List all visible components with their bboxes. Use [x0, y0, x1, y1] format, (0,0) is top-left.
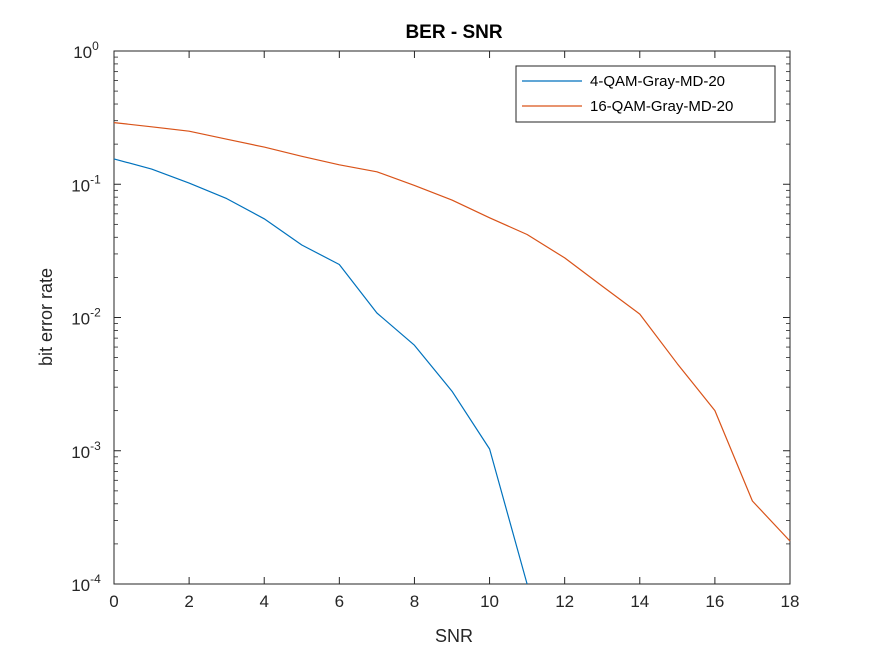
y-tick-label: 10-4 — [71, 572, 101, 595]
y-tick-label: 100 — [73, 39, 99, 62]
y-tick-label: 10-2 — [71, 306, 101, 329]
legend-label: 16-QAM-Gray-MD-20 — [590, 98, 733, 115]
legend-label: 4-QAM-Gray-MD-20 — [590, 73, 725, 90]
x-tick-label: 10 — [480, 592, 499, 611]
y-tick-label: 10-1 — [71, 172, 101, 195]
y-axis-ticks: 10-4 10-3 10-2 10-1 100 — [71, 39, 790, 595]
x-tick-label: 14 — [630, 592, 649, 611]
plot-axes: 0 2 4 6 8 10 12 14 16 18 10-4 10-3 10-2 10-1 100 — [71, 39, 799, 611]
x-tick-label: 2 — [184, 592, 193, 611]
x-tick-label: 0 — [109, 592, 118, 611]
legend: 4-QAM-Gray-MD-20 16-QAM-Gray-MD-20 — [515, 65, 776, 123]
x-tick-label: 6 — [335, 592, 344, 611]
x-tick-label: 12 — [555, 592, 574, 611]
legend-box — [515, 65, 776, 123]
x-tick-label: 18 — [781, 592, 800, 611]
x-axis-label: SNR — [435, 626, 473, 646]
x-axis-ticks: 0 2 4 6 8 10 12 14 16 18 — [109, 51, 799, 611]
series-line-1 — [113, 158, 528, 585]
y-tick-label: 10-3 — [71, 439, 101, 462]
chart-title: BER - SNR — [405, 22, 502, 43]
x-tick-label: 16 — [705, 592, 724, 611]
plot-area — [113, 50, 791, 585]
x-tick-label: 8 — [410, 592, 419, 611]
y-axis-label: bit error rate — [36, 268, 56, 366]
series-line-2 — [113, 122, 791, 542]
x-tick-label: 4 — [259, 592, 268, 611]
series-layer — [113, 122, 791, 585]
